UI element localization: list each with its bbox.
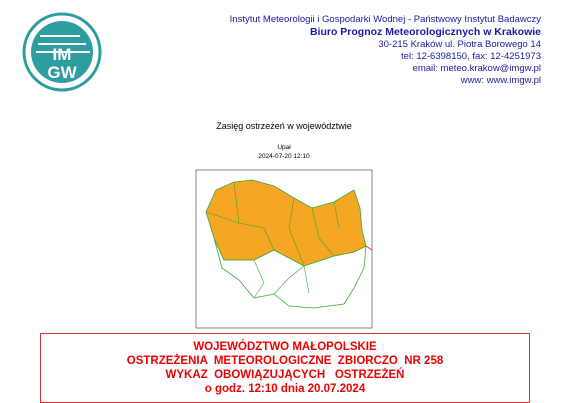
header-line: Biuro Prognoz Meteorologicznych w Krakow…	[309, 26, 541, 38]
notice-box: WOJEWÓDZTWO MAŁOPOLSKIE OSTRZEŻENIA METE…	[40, 333, 530, 403]
phenomenon: Upał	[277, 144, 291, 151]
header-line: 30-215 Kraków ul. Piotra Borowego 14	[378, 39, 541, 50]
notice-line: WOJEWÓDZTWO MAŁOPOLSKIE	[193, 341, 377, 353]
header-line: www: www.imgw.pl	[460, 75, 541, 86]
notice-line: o godz. 12:10 dnia 20.07.2024	[204, 383, 366, 395]
map	[195, 169, 373, 329]
logo-text: GW	[47, 63, 77, 82]
header-line: tel: 12-6398150, fax: 12-4251973	[401, 51, 541, 62]
header-line: email: meteo.krakow@imgw.pl	[412, 63, 541, 74]
timestamp: 2024-07-20 12:10	[258, 153, 310, 160]
logo: IM GW	[22, 12, 102, 92]
notice-line: WYKAZ OBOWIĄZUJĄCYCH OSTRZEŻEŃ	[165, 369, 405, 381]
map-title: Zasięg ostrzeżeń w województwie	[216, 121, 352, 131]
logo-text: IM	[53, 45, 72, 64]
notice-line: OSTRZEŻENIA METEOROLOGICZNE ZBIORCZO NR …	[126, 355, 444, 367]
header-line: Instytut Meteorologii i Gospodarki Wodne…	[229, 14, 541, 25]
